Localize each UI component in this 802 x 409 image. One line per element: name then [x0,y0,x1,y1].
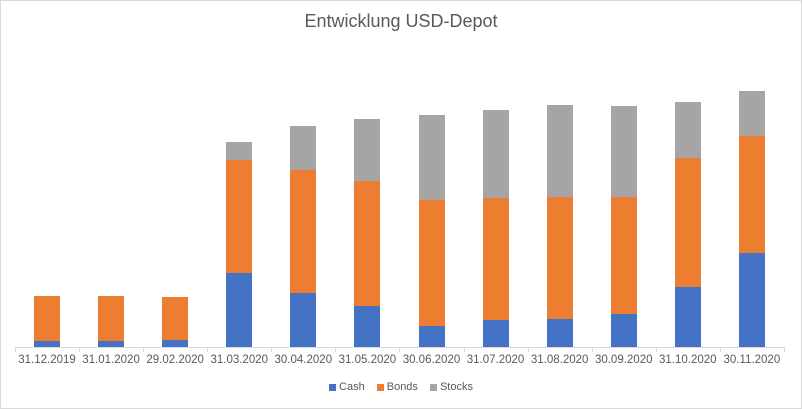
x-axis-tick [463,347,465,352]
bar-segment-cash [738,253,765,347]
x-axis-tick [79,347,81,352]
x-axis-tick [15,347,16,352]
x-axis-tick [719,347,721,352]
bar-segment-stocks [546,105,573,197]
bar-segment-bonds [290,170,317,293]
stacked-bar [162,297,189,347]
bar-segment-bonds [610,197,637,314]
x-axis-tick [591,347,593,352]
legend: Cash Bonds Stocks [1,381,801,393]
legend-item-stocks: Stocks [429,381,473,393]
legend-label: Stocks [439,381,473,393]
x-axis-tick [655,347,657,352]
bar-segment-bonds [98,296,125,341]
bar-segment-cash [482,320,509,347]
bar-segment-cash [610,314,637,347]
stacked-bar [98,296,125,347]
x-axis-label: 30.06.2020 [402,354,461,366]
bar-segment-cash [354,306,381,347]
x-axis-tick [399,347,401,352]
x-axis-label: 31.01.2020 [82,354,140,366]
stacked-bar [738,91,765,347]
x-axis-tick [783,347,785,352]
x-axis-tick [143,347,145,352]
x-axis-tick [207,347,209,352]
x-axis-label: 30.04.2020 [274,354,333,366]
stacked-bar [226,142,253,347]
bar-segment-cash [290,293,317,347]
x-axis-label: 31.08.2020 [530,354,589,366]
bar-segment-bonds [162,297,189,340]
bar-segment-stocks [226,142,253,160]
bar-segment-stocks [418,115,445,200]
stacked-bar [418,115,445,347]
x-axis-tick [335,347,337,352]
x-axis-label: 31.10.2020 [659,354,717,366]
bar-segment-cash [674,287,701,347]
bar-segment-bonds [418,200,445,326]
legend-swatch-icon [376,383,384,391]
stacked-bar [34,296,61,347]
legend-label: Bonds [386,381,418,393]
bar-segment-cash [546,319,573,347]
x-axis-label: 31.03.2020 [210,354,269,366]
legend-swatch-icon [429,383,437,391]
legend-swatch-icon [329,383,337,391]
x-axis-label: 31.05.2020 [338,354,397,366]
legend-item-bonds: Bonds [376,381,418,393]
bar-segment-cash [34,341,61,347]
bar-segment-bonds [226,160,253,273]
stacked-bar [610,106,637,347]
x-axis-label: 29.02.2020 [146,354,204,366]
bar-segment-stocks [482,110,509,198]
bar-segment-bonds [482,198,509,320]
stacked-bar [290,126,317,347]
chart-title: Entwicklung USD-Depot [304,11,498,31]
x-axis-tick [527,347,529,352]
bar-segment-stocks [738,91,765,136]
x-axis-label: 31.07.2020 [466,354,525,366]
bar-segment-cash [98,341,125,347]
bar-segment-bonds [674,158,701,287]
bar-segment-bonds [34,296,61,341]
stacked-bar [546,105,573,347]
bar-segment-stocks [610,106,637,197]
bar-segment-bonds [738,136,765,253]
bar-segment-cash [226,273,253,347]
bar-segment-bonds [546,197,573,319]
stacked-bar [674,102,701,347]
legend-label: Cash [339,381,365,393]
stacked-bar [482,110,509,347]
x-axis-tick [271,347,273,352]
bar-segment-cash [162,340,189,347]
x-axis-label: 31.12.2019 [18,354,76,366]
bar-segment-stocks [354,119,381,181]
bar-segment-cash [418,326,445,347]
bar-segment-stocks [674,102,701,158]
x-axis-label: 30.11.2020 [723,354,781,366]
x-axis-label: 30.09.2020 [594,354,653,366]
bar-segment-stocks [290,126,317,170]
bar-segment-bonds [354,181,381,306]
legend-item-cash: Cash [329,381,365,393]
stacked-bar [354,119,381,347]
